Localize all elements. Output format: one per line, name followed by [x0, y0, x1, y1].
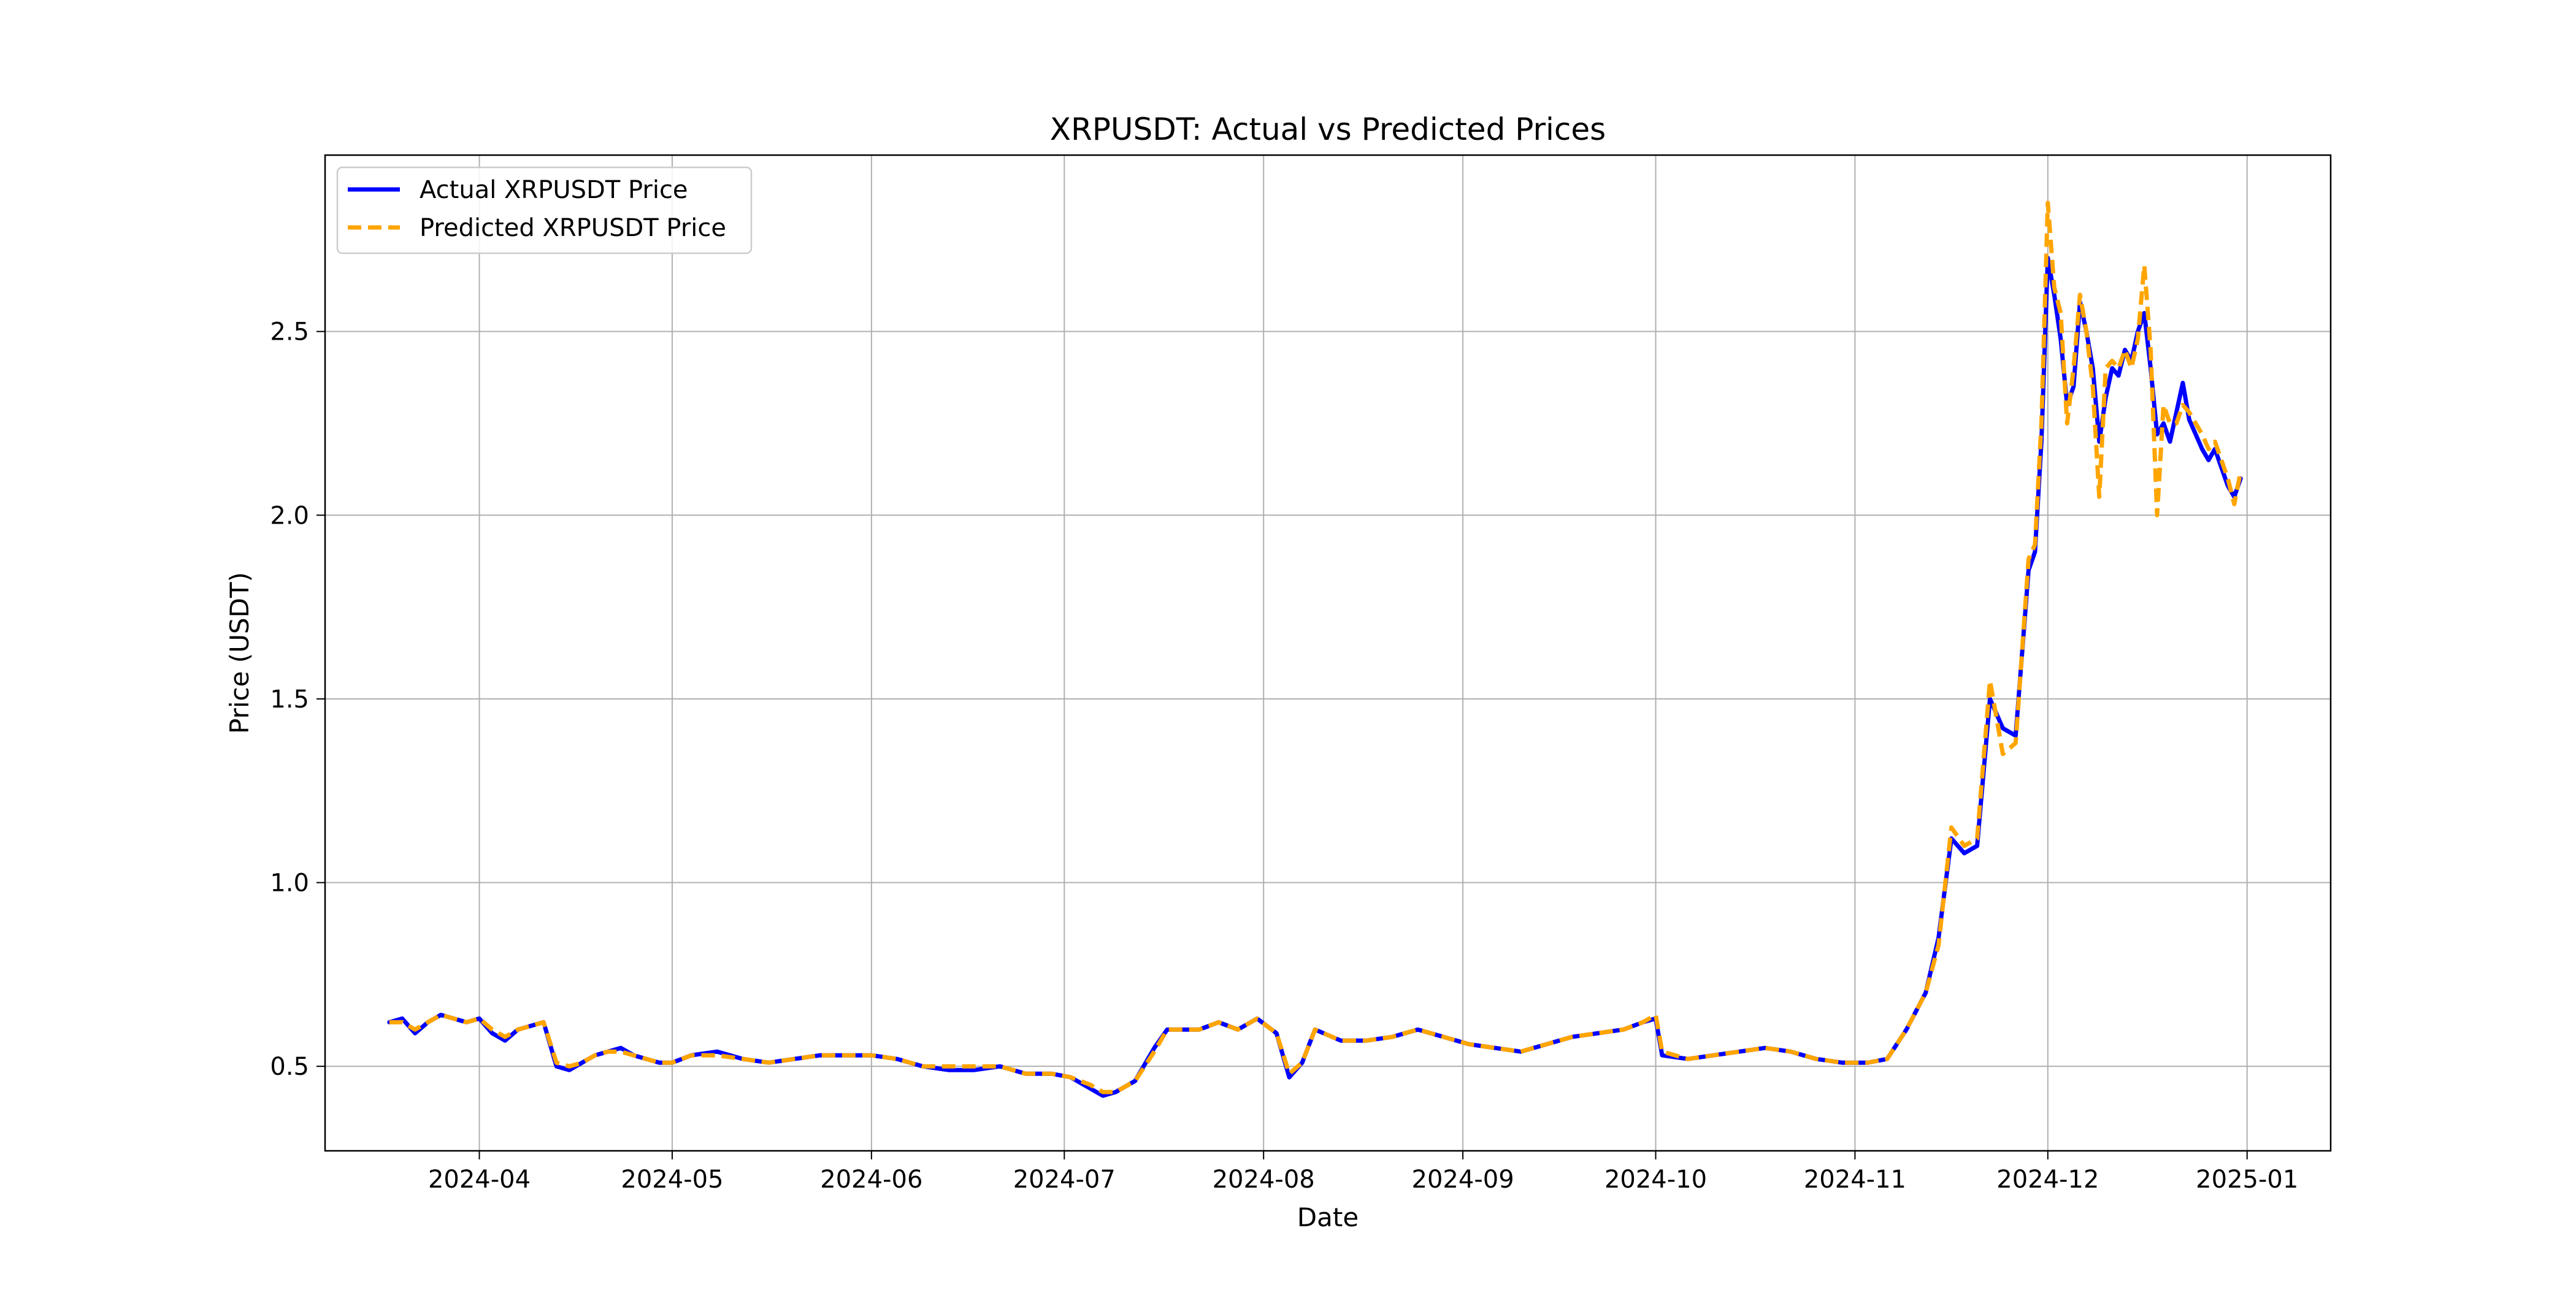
x-tick-label: 2024-11: [1804, 1166, 1906, 1194]
y-tick-label: 0.5: [270, 1053, 309, 1081]
legend-label-predicted: Predicted XRPUSDT Price: [420, 214, 726, 242]
x-tick-label: 2024-10: [1604, 1166, 1707, 1194]
y-tick-label: 1.5: [270, 685, 309, 714]
chart-title: XRPUSDT: Actual vs Predicted Prices: [1050, 112, 1606, 147]
y-tick-label: 2.0: [270, 502, 309, 530]
legend-box: [336, 166, 753, 254]
legend-label-actual: Actual XRPUSDT Price: [420, 176, 688, 204]
plot-frame: [324, 154, 2332, 1152]
x-tick-label: 2024-08: [1213, 1166, 1315, 1194]
axis-ticks: 2024-04 2024-05 2024-06 2024-07 2024-08 2024-…: [270, 318, 2298, 1194]
series-lines: [387, 200, 2243, 1098]
y-axis-label: Price (USDT): [224, 572, 255, 734]
legend: Actual XRPUSDT Price Predicted XRPUSDT P…: [336, 166, 753, 254]
x-tick-label: 2024-04: [428, 1166, 531, 1194]
x-tick-label: 2024-12: [1996, 1166, 2099, 1194]
x-tick-label: 2024-05: [621, 1166, 723, 1194]
x-tick-label: 2024-09: [1412, 1166, 1514, 1194]
x-tick-label: 2024-06: [820, 1166, 922, 1194]
x-tick-label: 2024-07: [1013, 1166, 1116, 1194]
x-axis-label: Date: [1297, 1202, 1359, 1232]
predicted-price-line: [389, 200, 2243, 1094]
y-tick-label: 2.5: [270, 318, 309, 346]
x-tick-label: 2025-01: [2196, 1166, 2298, 1194]
y-tick-label: 1.0: [270, 869, 309, 898]
grid-lines: [325, 155, 2331, 1151]
